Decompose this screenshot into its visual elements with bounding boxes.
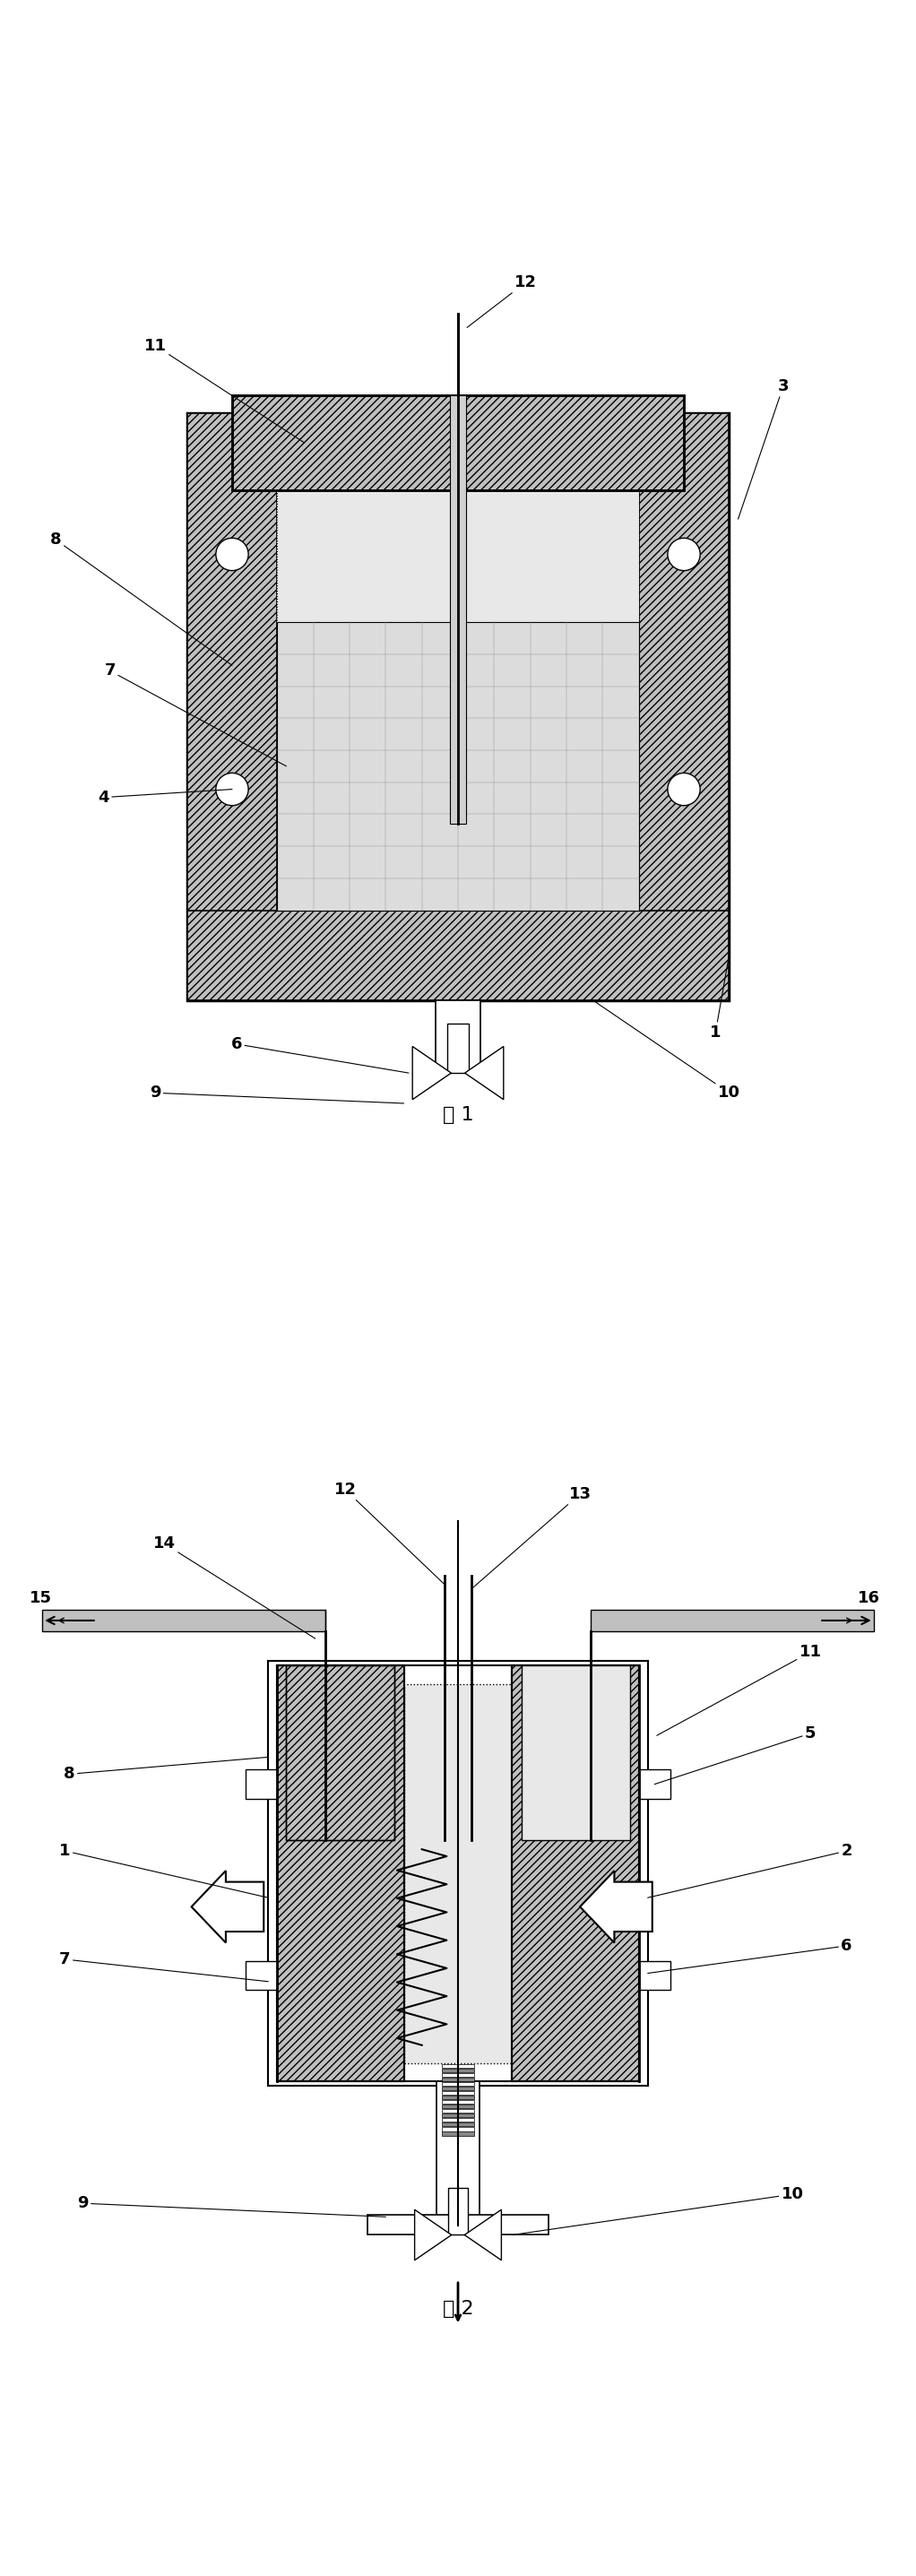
Bar — [442, 2094, 474, 2099]
FancyArrow shape — [191, 1870, 264, 1942]
Text: 15: 15 — [29, 1589, 52, 1605]
Text: 3: 3 — [738, 379, 789, 520]
Bar — [591, 1610, 874, 1631]
Bar — [278, 412, 638, 909]
Bar — [450, 394, 466, 824]
Bar — [442, 2092, 474, 2094]
Circle shape — [216, 773, 248, 806]
Text: 图 2: 图 2 — [442, 2300, 474, 2318]
Bar — [442, 2063, 474, 2069]
Bar — [512, 1667, 638, 2081]
Bar — [404, 1685, 512, 2063]
Bar — [187, 412, 729, 999]
Bar — [442, 2069, 474, 2071]
Text: 9: 9 — [149, 1084, 404, 1103]
Bar — [512, 1667, 638, 2081]
Bar — [187, 909, 729, 999]
Bar — [447, 1023, 469, 1074]
Bar — [435, 999, 481, 1074]
Bar — [278, 1667, 404, 2081]
Bar — [232, 394, 684, 489]
Bar — [278, 412, 638, 621]
Text: 5: 5 — [655, 1726, 816, 1785]
Text: 9: 9 — [78, 2195, 386, 2218]
Text: 4: 4 — [98, 788, 232, 806]
Bar — [442, 2112, 474, 2117]
Bar — [436, 2081, 480, 2226]
Bar — [245, 1960, 278, 1989]
Text: 2: 2 — [648, 1842, 852, 1899]
Text: 11: 11 — [144, 337, 304, 443]
Bar — [442, 2130, 474, 2136]
Text: 8: 8 — [50, 531, 232, 665]
Bar — [187, 412, 278, 999]
Bar — [442, 2110, 474, 2112]
Bar — [278, 621, 638, 909]
FancyArrow shape — [580, 1870, 652, 1942]
Bar — [448, 2187, 468, 2236]
Polygon shape — [412, 1046, 452, 1100]
Bar — [367, 2215, 549, 2236]
Bar — [442, 2081, 474, 2087]
Bar — [442, 2117, 474, 2123]
Text: 1: 1 — [710, 956, 729, 1041]
Text: 13: 13 — [472, 1486, 591, 1589]
Bar — [638, 412, 729, 999]
Text: 10: 10 — [512, 2187, 803, 2236]
Bar — [442, 2128, 474, 2130]
Text: 7: 7 — [60, 1950, 268, 1981]
Text: 12: 12 — [333, 1481, 444, 1584]
Polygon shape — [464, 2210, 501, 2259]
Bar — [442, 2087, 474, 2089]
Text: 6: 6 — [231, 1036, 409, 1074]
Bar — [521, 1667, 629, 1839]
Bar — [442, 2074, 474, 2076]
Circle shape — [668, 773, 700, 806]
Bar — [232, 394, 684, 489]
Text: 图 1: 图 1 — [442, 1105, 474, 1123]
Bar — [442, 2123, 474, 2128]
Text: 14: 14 — [153, 1535, 315, 1638]
Circle shape — [668, 538, 700, 572]
Bar — [42, 1610, 325, 1631]
Bar — [638, 1770, 671, 1798]
Text: 11: 11 — [657, 1643, 822, 1736]
Bar — [287, 1667, 395, 1839]
Text: 6: 6 — [648, 1937, 852, 1973]
Polygon shape — [464, 1046, 504, 1100]
Bar — [442, 2076, 474, 2081]
Bar — [442, 2099, 474, 2105]
Bar — [287, 1667, 395, 1839]
Bar — [278, 1667, 404, 2081]
Circle shape — [216, 538, 248, 572]
Bar — [638, 1960, 671, 1989]
Polygon shape — [415, 2210, 452, 2259]
Text: 12: 12 — [467, 273, 537, 327]
Text: 7: 7 — [104, 662, 287, 765]
Bar — [442, 2105, 474, 2107]
Text: 16: 16 — [858, 1589, 880, 1605]
Bar — [245, 1770, 278, 1798]
Text: 8: 8 — [64, 1757, 268, 1783]
Text: 1: 1 — [60, 1842, 268, 1899]
Text: 10: 10 — [594, 999, 740, 1100]
